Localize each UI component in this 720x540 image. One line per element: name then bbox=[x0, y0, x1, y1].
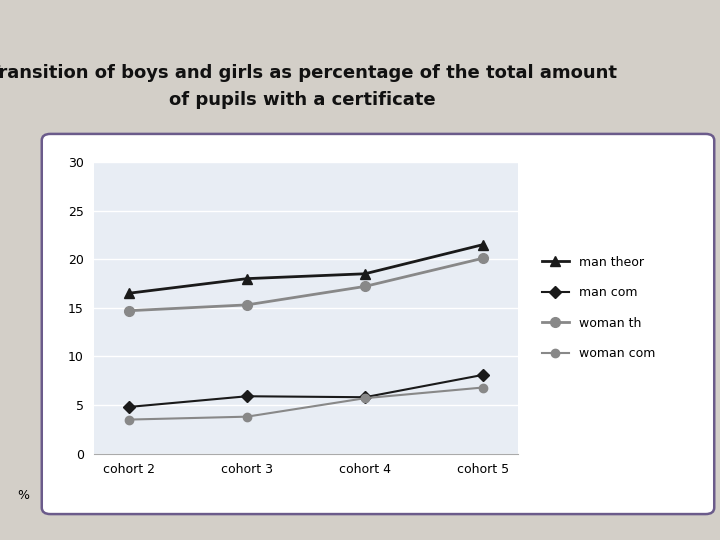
Line: woman th: woman th bbox=[124, 253, 488, 315]
Line: woman com: woman com bbox=[125, 383, 487, 424]
Text: Transition of boys and girls as percentage of the total amount: Transition of boys and girls as percenta… bbox=[0, 64, 617, 82]
man theor bbox=[361, 271, 369, 277]
Text: of pupils with a certificate: of pupils with a certificate bbox=[169, 91, 436, 109]
woman com bbox=[361, 395, 369, 401]
woman th bbox=[243, 302, 251, 308]
woman com bbox=[243, 414, 251, 420]
Legend: man theor, man com, woman th, woman com: man theor, man com, woman th, woman com bbox=[541, 255, 655, 360]
man com bbox=[361, 394, 369, 401]
woman th bbox=[361, 283, 369, 289]
woman th bbox=[125, 307, 133, 314]
man theor bbox=[479, 241, 487, 248]
woman com bbox=[479, 384, 487, 391]
FancyBboxPatch shape bbox=[42, 134, 714, 514]
Line: man theor: man theor bbox=[124, 240, 488, 298]
man com bbox=[243, 393, 251, 400]
Line: man com: man com bbox=[125, 370, 487, 411]
Text: %: % bbox=[17, 489, 29, 502]
woman th bbox=[479, 255, 487, 261]
man com bbox=[125, 404, 133, 410]
woman com bbox=[125, 416, 133, 423]
man theor bbox=[243, 275, 251, 282]
man com bbox=[479, 372, 487, 378]
man theor bbox=[125, 290, 133, 296]
